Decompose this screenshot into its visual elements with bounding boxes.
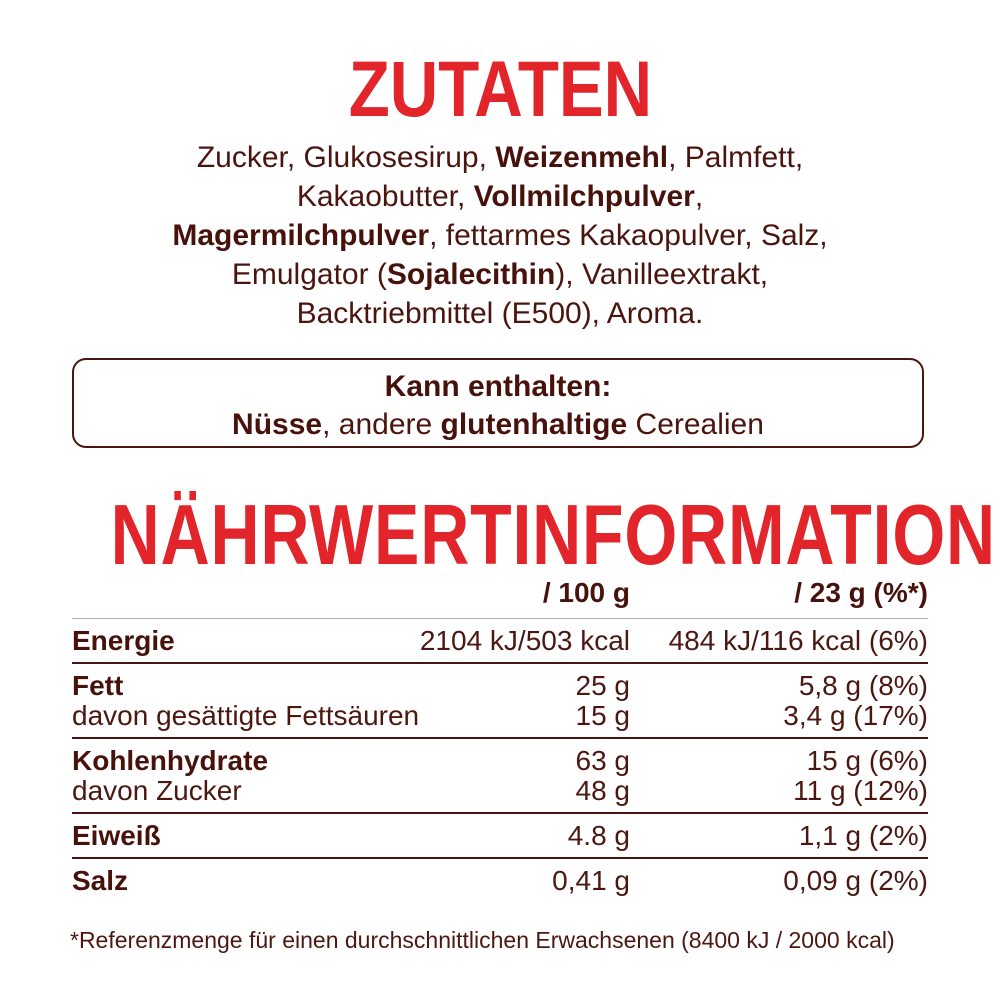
reference-footnote: *Referenzmenge für einen durchschnittlic… — [70, 927, 895, 953]
table-group: Energie 2104 kJ/503 kcal 484 kJ/116 kcal (… — [72, 619, 928, 662]
table-header-row: / 100 g / 23 g (%*) — [72, 578, 928, 608]
header-divider-line — [72, 618, 928, 619]
nutrition-title: NÄHRWERTINFORMATION — [0, 493, 1000, 578]
nutrient-label: davon gesättigte Fettsäuren — [72, 700, 420, 731]
ingredients-title-text: ZUTATEN — [348, 44, 652, 133]
table-group: Eiweiß 4.8 g 1,1 g (2%) — [72, 812, 928, 857]
ingredients-line: Backtriebmittel (E500), Aroma. — [296, 297, 704, 330]
nutrient-label: Salz — [72, 865, 129, 896]
table-group: Kohlenhydrate 63 g 15 g (6%) davon Zucker 48… — [72, 737, 928, 812]
nutrient-label: Kohlenhydrate — [72, 745, 269, 776]
value-per-23g: 1,1 g (2%) — [798, 820, 928, 851]
nutrient-label: davon Zucker — [72, 775, 242, 806]
nutrient-label: Eiweiß — [72, 820, 161, 851]
value-per-23g: 484 kJ/116 kcal (6%) — [668, 625, 928, 656]
table-row: Kohlenhydrate 63 g 15 g (6%) — [72, 746, 928, 776]
table-row: Salz 0,41 g 0,09 g (2%) — [72, 866, 928, 896]
value-per-100g: 15 g — [575, 700, 631, 731]
col-header-per-23g: / 23 g (%*) — [794, 577, 928, 608]
value-per-23g: 15 g (6%) — [806, 745, 928, 776]
allergen-line: Kann enthalten: — [384, 370, 612, 403]
nutrient-label: Energie — [72, 625, 175, 656]
allergen-text: Kann enthalten: Nüsse, andere glutenhalti… — [74, 360, 922, 444]
ingredients-line: Kakaobutter, Vollmilchpulver, — [296, 180, 704, 213]
value-per-100g: 63 g — [575, 745, 631, 776]
value-per-100g: 2104 kJ/503 kcal — [419, 625, 630, 656]
value-per-100g: 25 g — [575, 670, 631, 701]
nutrition-table: / 100 g / 23 g (%*) Energie 2104 kJ/503 k… — [72, 578, 928, 902]
value-per-23g: 0,09 g (2%) — [783, 865, 928, 896]
ingredients-line: Magermilchpulver, fettarmes Kakaopulver,… — [172, 219, 828, 252]
value-per-23g: 11 g (12%) — [793, 775, 928, 806]
value-per-23g: 3,4 g (17%) — [783, 700, 928, 731]
table-row: davon Zucker 48 g 11 g (12%) — [72, 776, 928, 806]
value-per-100g: 48 g — [575, 775, 631, 806]
ingredients-line: Emulgator (Sojalecithin), Vanilleextrakt… — [231, 258, 769, 291]
value-per-23g: 5,8 g (8%) — [798, 670, 928, 701]
ingredients-title: ZUTATEN — [0, 49, 1000, 128]
table-body: Energie 2104 kJ/503 kcal 484 kJ/116 kcal (… — [72, 619, 928, 902]
col-header-per-100g: / 100 g — [542, 577, 630, 608]
table-group: Salz 0,41 g 0,09 g (2%) — [72, 857, 928, 902]
table-row: davon gesättigte Fettsäuren 15 g 3,4 g (17… — [72, 701, 928, 731]
nutrition-title-text: NÄHRWERTINFORMATION — [110, 488, 996, 583]
table-row: Energie 2104 kJ/503 kcal 484 kJ/116 kcal (… — [72, 626, 928, 656]
allergen-line: Nüsse, andere glutenhaltige Cerealien — [232, 408, 764, 441]
table-group: Fett 25 g 5,8 g (8%) davon gesättigte Fetts… — [72, 662, 928, 737]
allergen-box: Kann enthalten: Nüsse, andere glutenhalti… — [72, 358, 924, 448]
value-per-100g: 4.8 g — [567, 820, 630, 851]
ingredients-line: Zucker, Glukosesirup, Weizenmehl, Palmfe… — [196, 141, 804, 174]
table-row: Fett 25 g 5,8 g (8%) — [72, 671, 928, 701]
value-per-100g: 0,41 g — [552, 865, 630, 896]
nutrient-label: Fett — [72, 670, 124, 701]
ingredients-text: Zucker, Glukosesirup, Weizenmehl, Palmfe… — [0, 138, 1000, 333]
table-row: Eiweiß 4.8 g 1,1 g (2%) — [72, 821, 928, 851]
